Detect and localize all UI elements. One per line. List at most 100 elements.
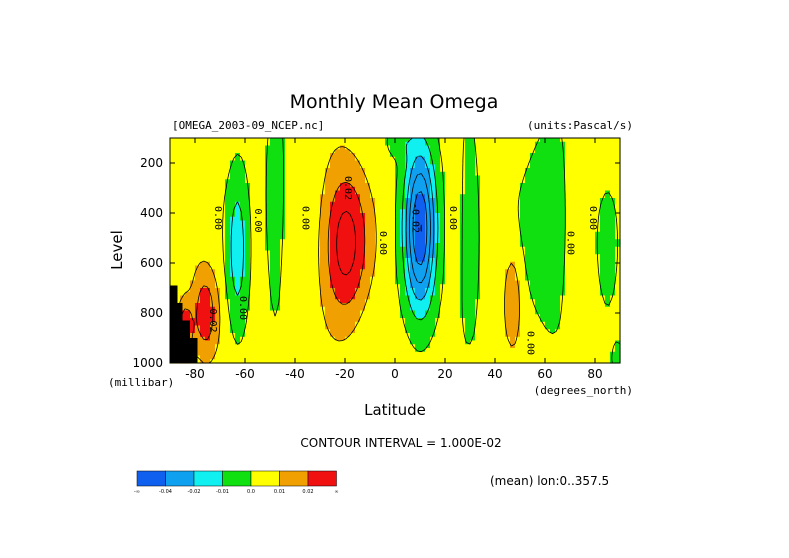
contour-fill-cell [170, 280, 176, 285]
contour-fill-cell [380, 359, 386, 364]
contour-fill-cell [535, 175, 541, 180]
contour-fill-cell [305, 228, 311, 233]
contour-fill-cell [540, 224, 546, 229]
contour-fill-cell [565, 246, 571, 252]
contour-fill-cell [570, 213, 576, 218]
contour-fill-cell [305, 216, 311, 222]
contour-fill-cell [180, 153, 186, 158]
contour-fill-cell [540, 201, 546, 207]
contour-fill-cell [340, 216, 346, 222]
contour-fill-cell [570, 329, 576, 334]
contour-fill-cell [390, 220, 396, 225]
contour-fill-cell [175, 299, 181, 304]
contour-fill-cell [580, 265, 586, 270]
contour-fill-cell [185, 190, 191, 195]
contour-fill-cell [360, 179, 366, 184]
contour-fill-cell [290, 299, 296, 304]
contour-fill-cell [210, 336, 216, 342]
contour-fill-cell [550, 224, 556, 229]
contour-fill-cell [490, 269, 496, 274]
contour-fill-cell [210, 295, 216, 300]
contour-fill-cell [270, 209, 276, 214]
contour-fill-cell [250, 235, 256, 240]
contour-fill-cell [580, 198, 586, 203]
contour-fill-cell [345, 284, 351, 289]
contour-fill-cell [310, 179, 316, 184]
contour-fill-cell [340, 284, 346, 289]
contour-fill-cell [440, 269, 446, 274]
contour-fill-cell [410, 141, 416, 147]
contour-fill-cell [185, 209, 191, 214]
contour-fill-cell [445, 171, 451, 177]
contour-fill-cell [490, 284, 496, 289]
contour-fill-cell [535, 231, 541, 237]
contour-fill-cell [455, 333, 461, 338]
contour-fill-cell [450, 171, 456, 177]
contour-fill-cell [290, 183, 296, 188]
contour-fill-cell [550, 183, 556, 188]
contour-fill-cell [300, 276, 306, 282]
contour-fill-cell [195, 340, 201, 345]
contour-fill-cell [220, 141, 226, 147]
contour-fill-cell [515, 216, 521, 222]
contour-fill-cell [380, 138, 386, 143]
contour-fill-cell [425, 295, 431, 300]
contour-fill-cell [290, 209, 296, 214]
contour-fill-cell [230, 318, 236, 323]
contour-fill-cell [225, 310, 231, 315]
contour-fill-cell [570, 175, 576, 180]
contour-fill-cell [245, 280, 251, 285]
contour-fill-cell [190, 213, 196, 218]
contour-fill-cell [230, 205, 236, 210]
contour-fill-cell [210, 205, 216, 210]
contour-fill-cell [200, 138, 206, 143]
contour-fill-cell [210, 321, 216, 327]
contour-fill-cell [240, 314, 246, 319]
contour-fill-cell [400, 171, 406, 177]
contour-fill-cell [210, 254, 216, 259]
contour-fill-cell [275, 254, 281, 259]
contour-fill-cell [445, 183, 451, 188]
contour-fill-cell [575, 336, 581, 342]
contour-fill-cell [355, 209, 361, 214]
contour-fill-cell [295, 205, 301, 210]
contour-fill-cell [530, 153, 536, 158]
contour-fill-cell [555, 246, 561, 252]
contour-fill-cell [410, 190, 416, 195]
contour-fill-cell [490, 145, 496, 150]
contour-fill-cell [275, 265, 281, 270]
contour-fill-cell [280, 243, 286, 248]
contour-fill-cell [425, 269, 431, 274]
contour-fill-cell [200, 295, 206, 300]
contour-fill-cell [505, 243, 511, 248]
contour-fill-cell [280, 246, 286, 252]
contour-fill-cell [570, 273, 576, 278]
contour-fill-cell [370, 250, 376, 255]
contour-fill-cell [425, 164, 431, 169]
contour-fill-cell [230, 235, 236, 240]
contour-fill-cell [405, 153, 411, 158]
contour-fill-cell [450, 359, 456, 364]
contour-fill-cell [360, 190, 366, 195]
contour-fill-cell [530, 295, 536, 300]
contour-fill-cell [335, 250, 341, 255]
contour-fill-cell [480, 276, 486, 282]
contour-fill-cell [330, 213, 336, 218]
contour-fill-cell [385, 261, 391, 267]
contour-fill-cell [350, 344, 356, 349]
contour-fill-cell [405, 250, 411, 255]
contour-fill-cell [195, 351, 201, 357]
contour-fill-cell [565, 284, 571, 289]
contour-fill-cell [535, 340, 541, 345]
contour-fill-cell [585, 145, 591, 150]
contour-fill-cell [240, 340, 246, 345]
contour-fill-cell [425, 254, 431, 259]
contour-fill-cell [510, 254, 516, 259]
contour-fill-cell [520, 141, 526, 147]
contour-fill-cell [195, 201, 201, 207]
contour-fill-cell [285, 269, 291, 274]
contour-fill-cell [455, 164, 461, 169]
contour-fill-cell [380, 321, 386, 327]
contour-fill-cell [390, 138, 396, 143]
contour-fill-cell [510, 231, 516, 237]
